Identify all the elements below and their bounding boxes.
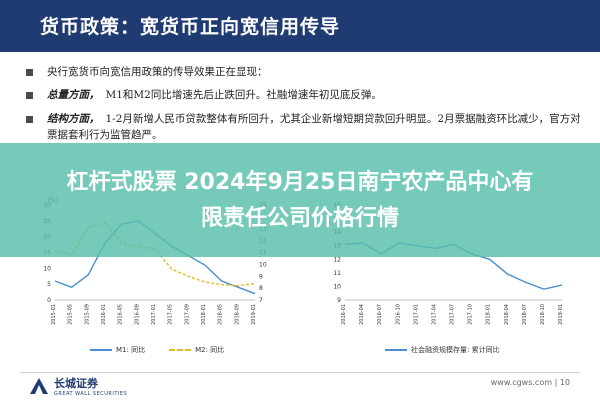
y2-tick-label: 8 bbox=[259, 285, 263, 292]
bullet-heading: 结构方面， bbox=[47, 112, 100, 125]
x-tick-label: 2015-09 bbox=[84, 304, 90, 325]
x-tick-label: 2017-09 bbox=[184, 304, 190, 325]
square-bullet-icon bbox=[26, 92, 33, 100]
bullet-body: 总量方面， M1和M2同比增速先后止跌回升。社融增速年初见底反弹。 bbox=[47, 87, 586, 103]
x-tick-label: 2016-09 bbox=[134, 304, 140, 325]
legend-label: 社会融资规模存量: 累计同比 bbox=[411, 346, 500, 354]
legend-item-m2: M2: 同比 bbox=[169, 345, 224, 355]
x-tick-label: 2017-04 bbox=[431, 304, 437, 325]
y-tick-label: 9 bbox=[337, 297, 341, 304]
y-tick-label: 10 bbox=[43, 265, 51, 272]
legend-label: M1: 同比 bbox=[116, 346, 146, 354]
footer-separator: | bbox=[554, 378, 558, 387]
legend-item-m1: M1: 同比 bbox=[90, 345, 145, 355]
header-bar: 货币政策：宽货币正向宽信用传导 bbox=[0, 0, 600, 52]
x-tick-label: 2016-04 bbox=[359, 304, 365, 325]
bullet-text: M1和M2同比增速先后止跌回升。社融增速年初见底反弹。 bbox=[105, 89, 382, 102]
bullet-item: 央行宽货币向宽信用政策的传导效果正在显现： bbox=[26, 64, 586, 80]
right-chart-legend: 社会融资规模存量: 累计同比 bbox=[385, 345, 524, 355]
square-bullet-icon bbox=[26, 115, 33, 123]
x-tick-label: 2018-07 bbox=[522, 304, 528, 325]
x-tick-label: 2015-05 bbox=[68, 304, 74, 325]
y2-tick-label: 9 bbox=[259, 273, 263, 280]
page-number: 10 bbox=[559, 378, 570, 387]
logo-name-en: GREAT WALL SECURITIES bbox=[54, 391, 128, 397]
y2-tick-label: 10 bbox=[259, 261, 267, 268]
x-tick-label: 2019-01 bbox=[558, 304, 564, 325]
square-bullet-icon bbox=[26, 69, 33, 76]
bullet-body: 结构方面， 1-2月新增人民币贷款整体有所回升，尤其企业新增短期贷款回升明显。2月… bbox=[47, 111, 586, 144]
x-tick-label: 2016-07 bbox=[377, 304, 383, 325]
overlay-headline: 杠杆式股票 2024年9月25日南宁农产品中心有 限责任公司价格行情 bbox=[0, 165, 600, 237]
left-chart-legend: M1: 同比 M2: 同比 bbox=[90, 345, 248, 355]
x-tick-label: 2015-01 bbox=[51, 304, 57, 325]
x-tick-label: 2018-09 bbox=[234, 304, 240, 325]
site-url: www.cgws.com bbox=[490, 378, 553, 387]
x-tick-label: 2017-01 bbox=[413, 304, 419, 325]
page-title: 货币政策：宽货币正向宽信用传导 bbox=[40, 16, 341, 38]
y-tick-label: 0 bbox=[47, 297, 51, 304]
x-tick-label: 2017-07 bbox=[450, 304, 456, 325]
legend-item-tsf: 社会融资规模存量: 累计同比 bbox=[385, 345, 500, 355]
legend-label: M2: 同比 bbox=[195, 346, 225, 354]
great-wall-logo-icon bbox=[30, 378, 48, 394]
overlay-line-1: 杠杆式股票 2024年9月25日南宁农产品中心有 bbox=[66, 170, 534, 195]
bullet-list: 央行宽货币向宽信用政策的传导效果正在显现： 总量方面， M1和M2同比增速先后止跌… bbox=[26, 64, 586, 150]
legend-swatch bbox=[169, 349, 192, 351]
bullet-item: 结构方面， 1-2月新增人民币贷款整体有所回升，尤其企业新增短期贷款回升明显。2月… bbox=[26, 111, 586, 144]
bullet-body: 央行宽货币向宽信用政策的传导效果正在显现： bbox=[47, 64, 586, 80]
bullet-text: 央行宽货币向宽信用政策的传导效果正在显现： bbox=[47, 66, 268, 78]
x-tick-label: 2018-01 bbox=[201, 304, 207, 325]
x-tick-label: 2018-05 bbox=[218, 304, 224, 325]
company-logo: 长城证券 GREAT WALL SECURITIES bbox=[30, 375, 127, 397]
y2-tick-label: 7 bbox=[259, 297, 263, 304]
legend-swatch bbox=[385, 349, 407, 351]
x-tick-label: 2016-05 bbox=[118, 304, 124, 325]
bullet-heading: 总量方面， bbox=[47, 89, 100, 102]
x-tick-label: 2019-01 bbox=[251, 304, 257, 325]
legend-swatch bbox=[90, 349, 112, 351]
bullet-text: 1-2月新增人民币贷款整体有所回升，尤其企业新增短期贷款回升明显。2月票据融资环… bbox=[47, 112, 581, 141]
y-tick-label: 12 bbox=[333, 256, 341, 263]
x-tick-label: 2017-05 bbox=[168, 304, 174, 325]
x-tick-label: 2017-01 bbox=[151, 304, 157, 325]
x-tick-label: 2018-10 bbox=[540, 304, 546, 325]
y-tick-label: 10 bbox=[333, 283, 341, 290]
x-tick-label: 2016-01 bbox=[101, 304, 107, 325]
footer-divider bbox=[20, 372, 580, 373]
overlay-line-2: 限责任公司价格行情 bbox=[200, 206, 399, 231]
ad-overlay-banner[interactable]: 杠杆式股票 2024年9月25日南宁农产品中心有 限责任公司价格行情 bbox=[0, 143, 600, 257]
logo-name-cn: 长城证券 bbox=[54, 377, 98, 390]
x-tick-label: 2018-01 bbox=[486, 304, 492, 325]
y-tick-label: 11 bbox=[333, 270, 341, 277]
x-tick-label: 2018-04 bbox=[504, 304, 510, 325]
x-tick-label: 2017-10 bbox=[468, 304, 474, 325]
y-tick-label: 5 bbox=[47, 281, 51, 288]
bullet-item: 总量方面， M1和M2同比增速先后止跌回升。社融增速年初见底反弹。 bbox=[26, 87, 586, 103]
x-tick-label: 2016-01 bbox=[341, 304, 347, 325]
x-tick-label: 2016-10 bbox=[395, 304, 401, 325]
footer-site: www.cgws.com | 10 bbox=[491, 378, 570, 387]
